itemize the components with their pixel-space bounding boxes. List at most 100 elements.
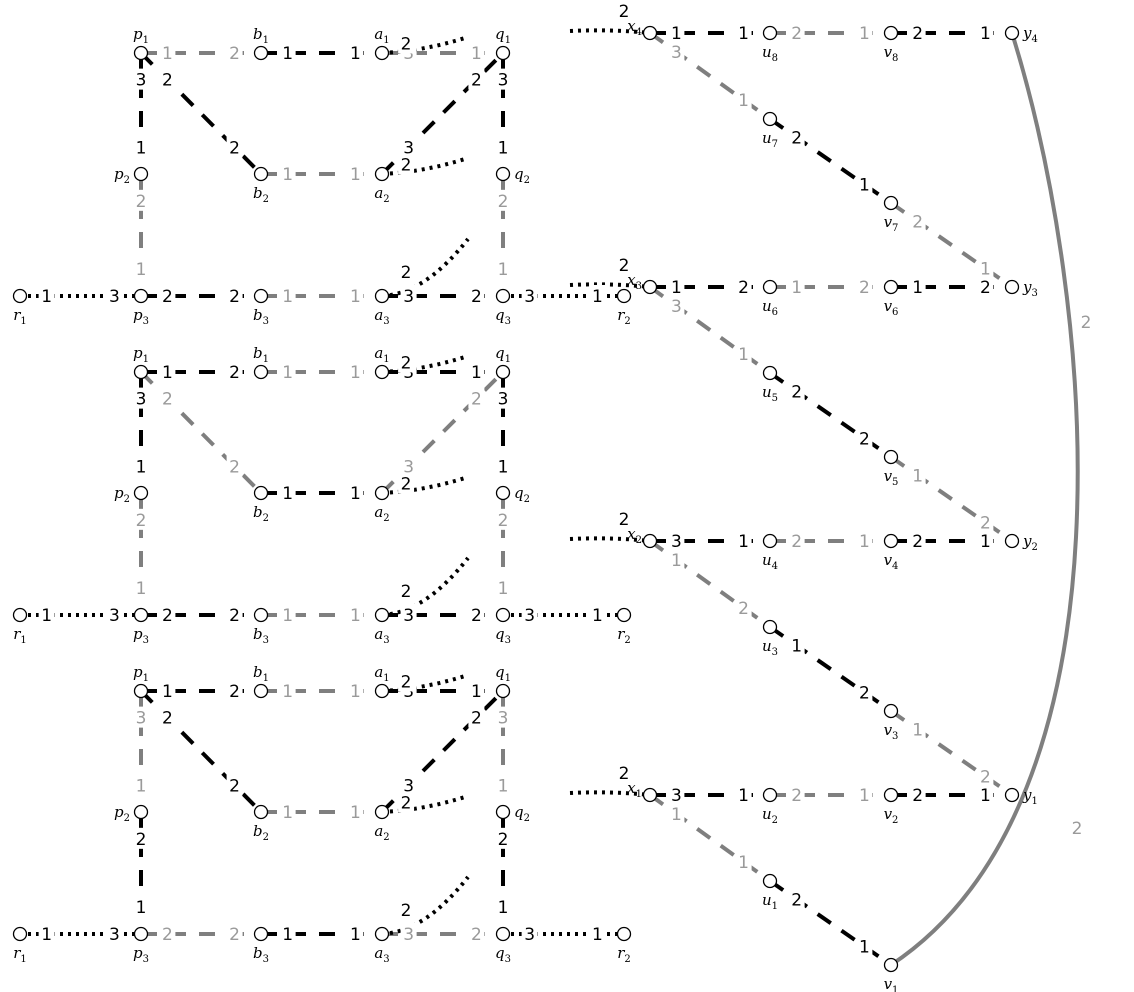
chain4-stub-in-label: 2 — [619, 764, 630, 784]
vertex-label-q3: q3 — [495, 944, 511, 965]
gadget3-edge-p3-b3-label-end-bg — [226, 923, 243, 944]
vertex-b1 — [253, 683, 269, 699]
chain1-edge-x-ud-label-start: 3 — [671, 43, 682, 63]
vertex-r2 — [616, 288, 632, 304]
gadget1-edge-b3-a3-label-end: 1 — [350, 287, 361, 307]
vertex-label-u8: u8 — [762, 43, 778, 64]
vertex-v6 — [883, 279, 899, 295]
vertex-label-a1: a1 — [374, 344, 389, 365]
vertex-label-b3: b3 — [253, 306, 269, 327]
gadget1-edge-p2-p3-label-end: 1 — [136, 260, 147, 280]
chain4-edge-x-ud-label-start: 1 — [671, 805, 682, 825]
gadget3-edge-q1-q2-label-start-bg — [495, 706, 511, 728]
gadget1-edge-p3-b3-label-end-bg — [226, 285, 243, 306]
gadget1-edge-a3-q3-label-end: 2 — [471, 287, 482, 307]
gadget3-edge-p1-b2-label-end-bg — [226, 774, 243, 796]
gadget1-edge-b2-a2-label-start-bg — [279, 163, 296, 184]
gadget2-stub-a2-label-bg — [398, 472, 415, 494]
gadget3-edge-b2-a2-label-start-bg — [279, 801, 296, 822]
vertex-label-a1: a1 — [374, 663, 389, 684]
vertex-label-y2: y2 — [1022, 532, 1038, 553]
vertex-b1 — [253, 364, 269, 380]
gadget3-edge-a2-q1-label-start: 3 — [403, 776, 414, 796]
gadget1-edge-p3-b3-label-start: 2 — [162, 287, 173, 307]
vertex-b1 — [253, 45, 269, 61]
gadget1-edge-q3-r2-label-end-bg — [589, 285, 606, 306]
chain4-edge-ud-vd-label-end: 1 — [859, 938, 870, 958]
gadget2-edge-b2-a2-label-end: 1 — [350, 484, 361, 504]
vertex-label-v4: v4 — [884, 551, 899, 572]
gadget2-edge-p1-b2-label-start: 2 — [162, 390, 173, 410]
vertex-p1 — [133, 683, 149, 699]
gadget3-edge-q2-q3-label-start-bg — [495, 827, 511, 849]
gadget1-edge-r1-p3-label-end-bg — [106, 285, 123, 306]
vertex-v8 — [883, 25, 899, 41]
vertex-r2 — [616, 926, 632, 942]
gadget3-edge-q1-q2-label-end: 1 — [498, 776, 509, 796]
gadget3-stub-a1 — [381, 673, 469, 693]
gadget1-edge-p1-b2-label-end-bg — [226, 136, 243, 158]
vertex-label-y3: y3 — [1022, 278, 1038, 299]
vertex-b3 — [253, 926, 269, 942]
chain3-edge-x-ud-label-end: 2 — [738, 599, 749, 619]
chain3-edge-v-y-label-start: 2 — [912, 532, 923, 552]
vertex-label-a1: a1 — [374, 25, 389, 46]
chain3-edge-x-ud — [648, 539, 772, 629]
vertex-label-q3: q3 — [495, 306, 511, 327]
vertex-u6 — [762, 279, 778, 295]
gadget2-edge-r1-p3-label-start: 1 — [41, 606, 52, 626]
vertex-v7 — [883, 195, 899, 211]
gadget2-edge-p1-p2-label-start-bg — [133, 387, 149, 409]
chain1-edge-v-y-label-start-bg — [909, 22, 926, 43]
gadget3-edge-a2-q1-label-end-bg — [468, 706, 485, 728]
gadget1-edge-q3-r2-label-end: 1 — [592, 287, 603, 307]
vertex-label-b2: b2 — [253, 503, 269, 524]
gadget2-edge-q3-r2-label-end-bg — [589, 604, 606, 625]
vertex-u8 — [762, 25, 778, 41]
gadget1-edge-q2-q3-label-start: 2 — [498, 192, 509, 212]
gadget2-stub-a1-label-bg — [398, 351, 415, 373]
gadget2-edge-q3-r2-label-start: 3 — [524, 606, 535, 626]
chain1-stub-in-label-bg — [616, 0, 632, 21]
gadget1-stub-a1 — [381, 35, 469, 55]
vertex-label-p1: p1 — [133, 663, 149, 684]
chain1-edge-x-ud-label-end-bg — [735, 89, 752, 111]
gadget3-edge-p1-b2-label-start: 2 — [162, 709, 173, 729]
chain1-edge-x-u-label-end-bg — [735, 22, 752, 43]
vertex-y3 — [1004, 279, 1020, 295]
gadget2-edge-p2-p3-label-start: 2 — [136, 511, 147, 531]
vertex-y4 — [1004, 25, 1020, 41]
gadget1-edge-q1-q2-label-start: 3 — [498, 71, 509, 91]
vertex-label-q2: q2 — [514, 484, 530, 505]
gadget1-stub-a1-label: 2 — [401, 34, 412, 54]
gadget2-edge-p3-b3-label-start: 2 — [162, 606, 173, 626]
gadget1-edge-q3-r2-label-start-bg — [521, 285, 538, 306]
vertex-label-b3: b3 — [253, 625, 269, 646]
chain2-edge-x-u-label-end: 2 — [738, 278, 749, 298]
gadget3-edge-a3-q3-label-end-bg — [468, 923, 485, 944]
chain1-edge-x-ud-label-end: 1 — [738, 91, 749, 111]
gadget2-edge-p3-b3-label-end-bg — [226, 604, 243, 625]
vertex-a2 — [374, 166, 390, 182]
vertex-label-v7: v7 — [884, 213, 899, 234]
gadget2-stub-a3-label: 2 — [401, 582, 412, 602]
gadget1-edge-a1-q1-label-start: 3 — [403, 44, 414, 64]
vertex-label-p2: p2 — [114, 165, 130, 186]
chain2-edge-vd-yd-label-start-bg — [909, 464, 926, 486]
gadget2-edge-b3-a3-label-end-bg — [347, 604, 364, 625]
gadget2-edge-r1-p3-label-end-bg — [106, 604, 123, 625]
chain1-edge-u-v-label-end: 1 — [859, 24, 870, 44]
chain4-edge-x-ud — [648, 793, 772, 883]
chain1-edge-v-y-label-end: 1 — [980, 24, 991, 44]
chain1-edge-x-ud — [648, 31, 772, 121]
vertex-q3 — [495, 288, 511, 304]
vertex-label-b3: b3 — [253, 944, 269, 965]
gadget2-edge-p1-b1-label-end: 2 — [229, 363, 240, 383]
gadget2-edge-a3-q3-label-start-bg — [400, 604, 417, 625]
gadget1-edge-p1-p2-label-end: 1 — [136, 138, 147, 158]
vertex-label-p3: p3 — [133, 306, 149, 327]
gadget3-stub-a2-label: 2 — [401, 793, 412, 813]
chain4-edge-v-y-label-start-bg — [909, 784, 926, 805]
gadget3-edge-b1-a1-label-end: 1 — [350, 682, 361, 702]
chain1-edge-x-u-label-start-bg — [668, 22, 685, 43]
